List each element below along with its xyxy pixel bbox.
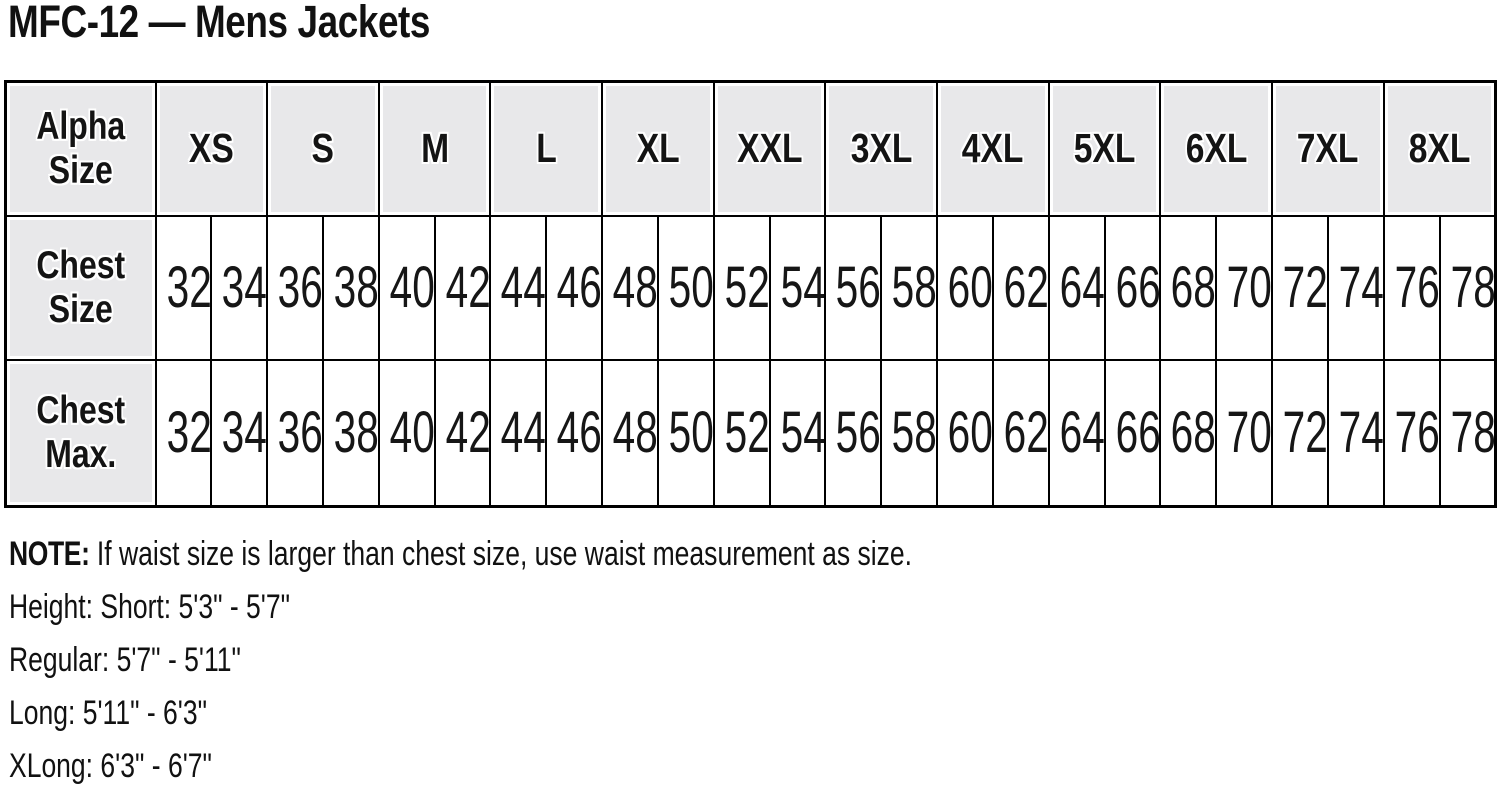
chest-size-cell: 62: [991, 214, 1050, 361]
alpha-size-cell-5xl: 5XL: [1047, 80, 1162, 217]
chest-size-cell: 76: [1382, 214, 1441, 361]
chest-max-cell: 58: [880, 358, 939, 508]
chest-size-cell: 52: [712, 214, 771, 361]
chest-size-cell: 46: [545, 214, 604, 361]
alpha-size-cell-8xl: 8XL: [1382, 80, 1497, 217]
chest-size-cell: 66: [1103, 214, 1162, 361]
chest-max-cell: 70: [1215, 358, 1274, 508]
chest-max-cell: 48: [601, 358, 659, 508]
alpha-size-cell-m: M: [377, 80, 492, 217]
chest-size-cell: 36: [266, 214, 324, 361]
chest-size-cell: 64: [1047, 214, 1106, 361]
chest-size-cell: 78: [1438, 214, 1497, 361]
chest-size-cell: 70: [1215, 214, 1274, 361]
alpha-size-cell-xl: XL: [601, 80, 715, 217]
note-line-xlong: XLong: 6'3" - 6'7": [9, 747, 212, 785]
chest-size-cell: 40: [377, 214, 436, 361]
chest-size-cell: 34: [210, 214, 269, 361]
alpha-size-cell-s: S: [266, 80, 380, 217]
note-line-regular: Regular: 5'7" - 5'11": [9, 641, 241, 679]
chest-max-cell: 38: [321, 358, 380, 508]
chest-max-row: Chest Max. 32 34 36 38 40 42 44 46 48 50…: [4, 358, 1497, 508]
note-line-long: Long: 5'11" - 6'3": [9, 694, 208, 732]
chest-max-cell: 42: [433, 358, 492, 508]
notes-block: NOTE: If waist size is larger than chest…: [9, 537, 1167, 793]
chest-size-header-label: Chest Size: [36, 243, 126, 331]
alpha-size-row: Alpha Size XS S M L XL XXL 3XL 4XL 5XL 6…: [4, 80, 1497, 217]
chest-max-cell: 54: [768, 358, 827, 508]
chest-size-cell: 38: [321, 214, 380, 361]
chest-max-cell: 60: [936, 358, 994, 508]
chest-max-cell: 76: [1382, 358, 1441, 508]
chest-size-cell: 72: [1271, 214, 1329, 361]
alpha-size-cell-4xl: 4XL: [936, 80, 1050, 217]
chest-max-header-cell: Chest Max.: [4, 358, 157, 508]
chest-size-cell: 60: [936, 214, 994, 361]
chest-max-cell: 52: [712, 358, 771, 508]
chest-size-cell: 42: [433, 214, 492, 361]
chest-max-cell: 66: [1103, 358, 1162, 508]
chest-max-cell: 40: [377, 358, 436, 508]
alpha-size-cell-l: L: [489, 80, 604, 217]
chest-size-cell: 48: [601, 214, 659, 361]
chest-max-cell: 64: [1047, 358, 1106, 508]
note-line-height-short: Height: Short: 5'3" - 5'7": [9, 588, 291, 626]
chest-max-cell: 44: [489, 358, 548, 508]
note-text: If waist size is larger than chest size,…: [89, 535, 913, 573]
alpha-size-header-cell: Alpha Size: [4, 80, 157, 217]
size-chart-table: Alpha Size XS S M L XL XXL 3XL 4XL 5XL 6…: [4, 80, 1497, 508]
chest-max-header-label: Chest Max.: [36, 389, 126, 476]
alpha-size-cell-7xl: 7XL: [1271, 80, 1385, 217]
chest-size-cell: 56: [824, 214, 883, 361]
chest-max-cell: 78: [1438, 358, 1497, 508]
chest-max-cell: 34: [210, 358, 269, 508]
page-title: MFC-12 — Mens Jackets: [8, 0, 523, 48]
chest-size-cell: 44: [489, 214, 548, 361]
chest-size-cell: 58: [880, 214, 939, 361]
alpha-size-cell-6xl: 6XL: [1159, 80, 1274, 217]
chest-max-cell: 74: [1326, 358, 1385, 508]
chest-size-cell: 54: [768, 214, 827, 361]
alpha-size-header-label: Alpha Size: [36, 105, 126, 192]
alpha-size-cell-xs: XS: [154, 80, 269, 217]
chest-max-cell: 36: [266, 358, 324, 508]
chest-size-header-cell: Chest Size: [4, 214, 157, 361]
chest-size-row: Chest Size 32 34 36 38 40 42 44 46 48 50…: [4, 214, 1497, 361]
alpha-size-cell-xxl: XXL: [712, 80, 827, 217]
note-label: NOTE:: [9, 535, 90, 573]
chest-size-cell: 74: [1326, 214, 1385, 361]
chest-max-cell: 50: [656, 358, 715, 508]
chest-max-cell: 32: [154, 358, 213, 508]
chest-max-cell: 56: [824, 358, 883, 508]
chest-size-cell: 32: [154, 214, 213, 361]
chest-max-cell: 68: [1159, 358, 1218, 508]
page-title-text: MFC-12 — Mens Jackets: [8, 0, 431, 47]
note-line-waist: NOTE: If waist size is larger than chest…: [9, 537, 1167, 571]
chest-max-cell: 72: [1271, 358, 1329, 508]
chest-size-cell: 68: [1159, 214, 1218, 361]
chest-max-cell: 62: [991, 358, 1050, 508]
alpha-size-cell-3xl: 3XL: [824, 80, 939, 217]
chest-size-cell: 50: [656, 214, 715, 361]
chest-max-cell: 46: [545, 358, 604, 508]
